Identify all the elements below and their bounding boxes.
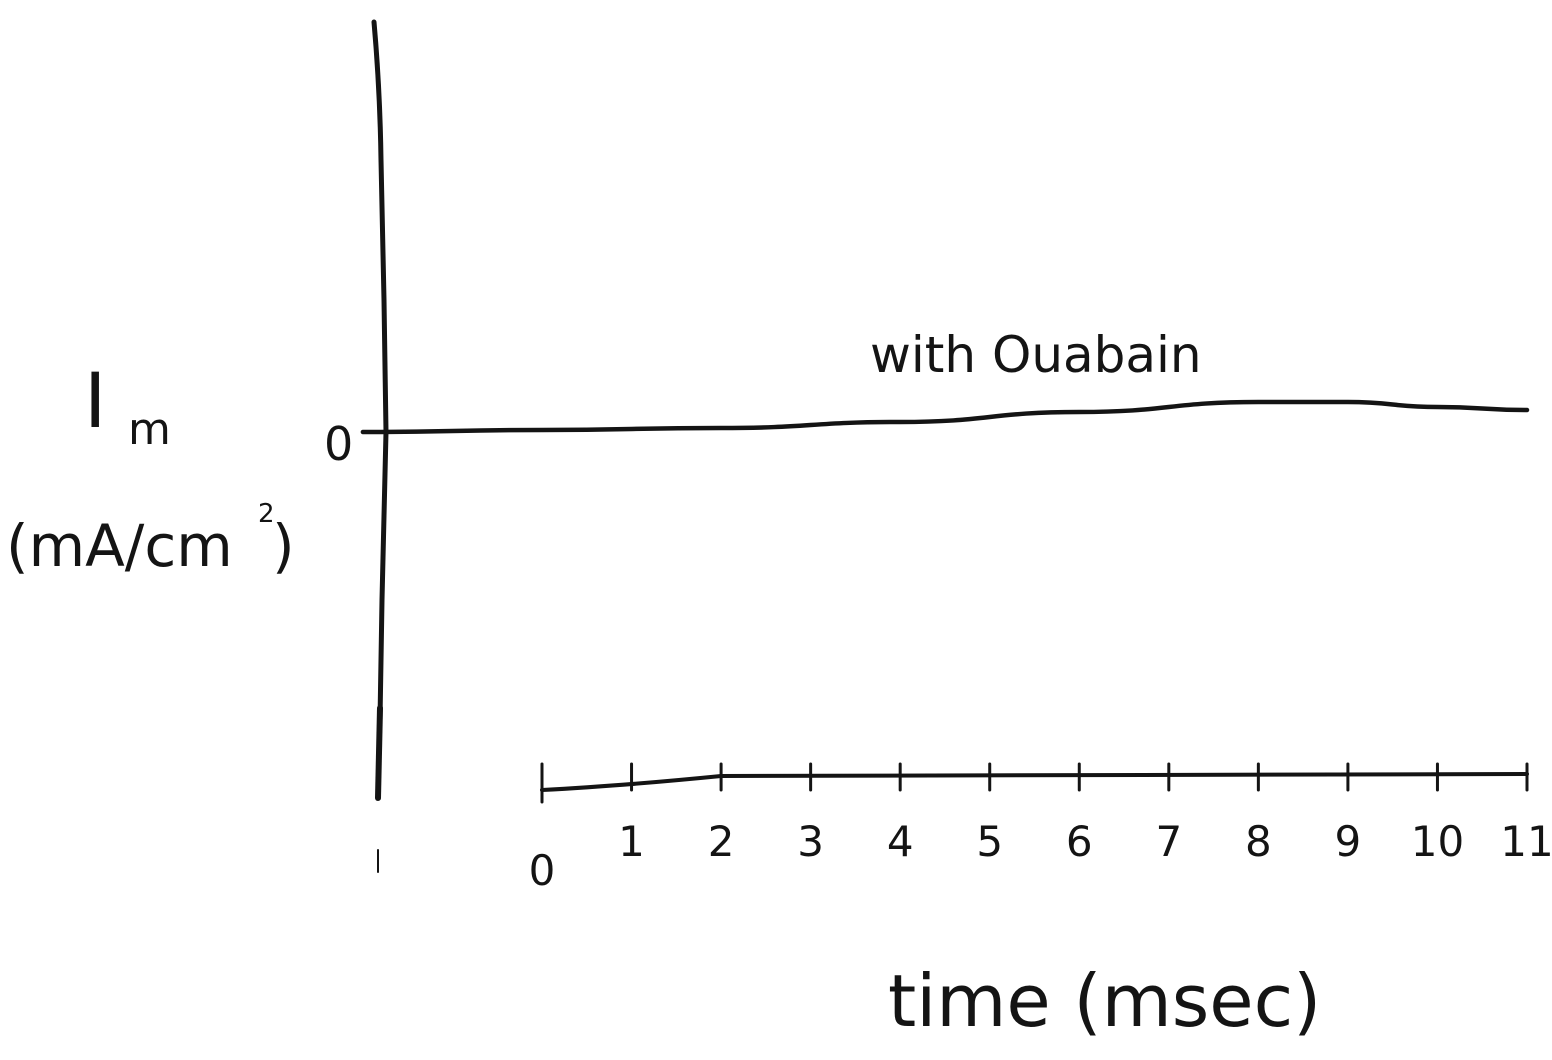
y-zero-label: 0 xyxy=(324,417,353,471)
x-tick-label: 0 xyxy=(529,846,556,895)
x-tick-label: 7 xyxy=(1155,817,1182,866)
series-line-0 xyxy=(360,399,1530,435)
y-axis-label-subscript: m xyxy=(128,404,171,455)
x-tick-label: 10 xyxy=(1411,817,1464,866)
y-axis-line-lower xyxy=(375,705,383,801)
x-tick-label: 8 xyxy=(1245,817,1272,866)
x-tick-label: 11 xyxy=(1500,817,1552,866)
x-tick-label: 2 xyxy=(708,817,735,866)
x-tick-label: 5 xyxy=(976,817,1003,866)
x-tick-label: 1 xyxy=(618,817,645,866)
x-tick-label: 4 xyxy=(887,817,914,866)
y-axis-label-unit: (mA/cm xyxy=(6,512,233,580)
x-tick-label: 9 xyxy=(1335,817,1362,866)
x-axis-baseline xyxy=(540,772,1529,792)
series-layer xyxy=(360,399,1530,435)
y-axis-label-unit-close: ) xyxy=(272,512,295,580)
x-axis: 0 1 2 3 4 5 6 7 8 9 10 11 xyxy=(529,762,1552,895)
series-label: with Ouabain xyxy=(870,326,1202,384)
y-axis-label-symbol: I xyxy=(84,356,106,445)
y-axis-line xyxy=(371,19,389,723)
x-axis-label: time (msec) xyxy=(888,959,1321,1043)
x-tick-label: 6 xyxy=(1066,817,1093,866)
y-axis-label-unit-power: 2 xyxy=(258,499,275,529)
x-tick-label: 3 xyxy=(797,817,824,866)
